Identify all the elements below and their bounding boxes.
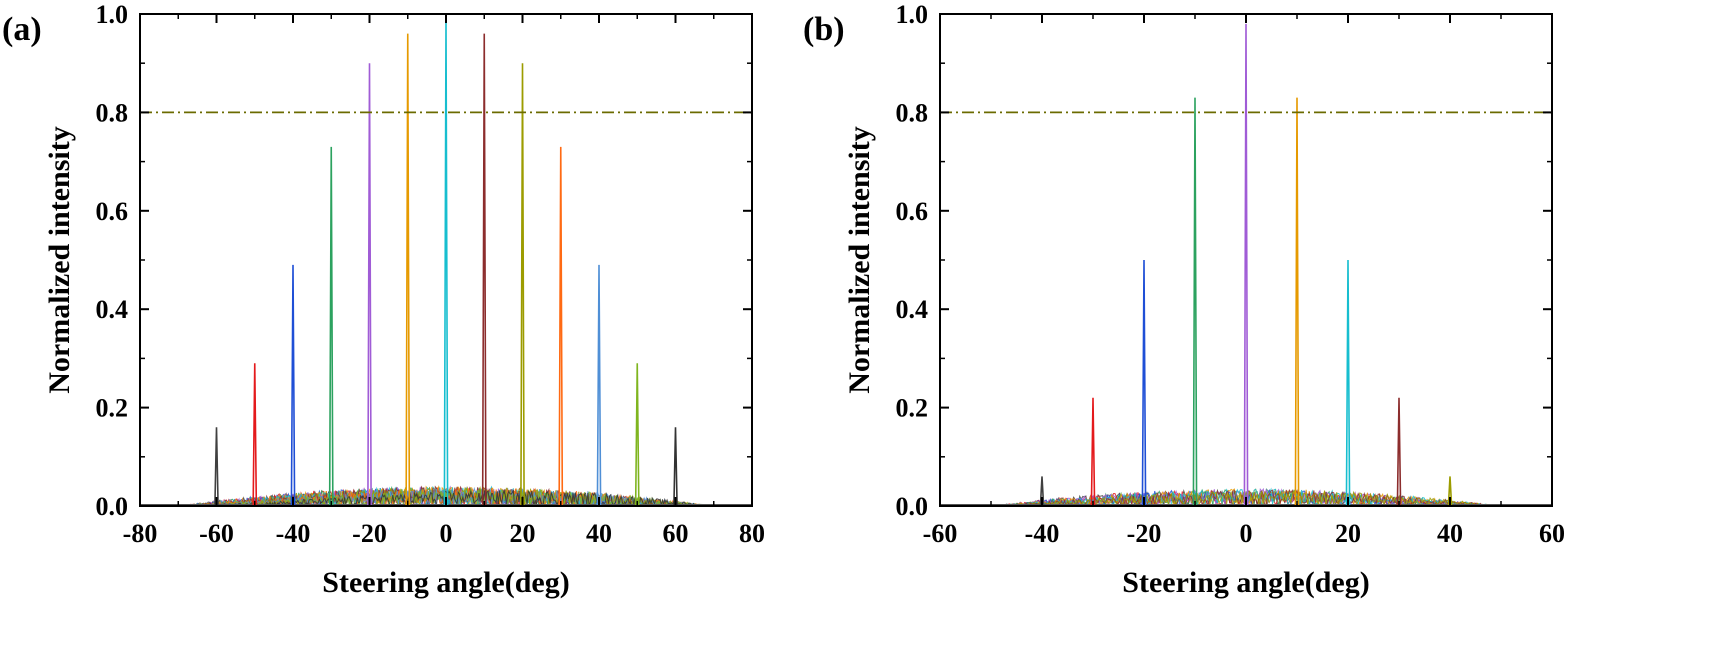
- panel-label: (b): [803, 11, 845, 48]
- peak-30°: [558, 146, 564, 506]
- peak-40°: [596, 264, 602, 506]
- x-tick-label: -80: [123, 519, 158, 548]
- peak-50°: [634, 363, 640, 506]
- y-axis-title: Normalized intensity: [43, 126, 76, 393]
- x-tick-label: 0: [1240, 519, 1253, 548]
- peak-40°: [1447, 476, 1453, 506]
- peak-10°: [1294, 97, 1300, 506]
- y-tick-label: 0.8: [96, 98, 129, 127]
- x-tick-label: 20: [1335, 519, 1361, 548]
- x-axis-title: Steering angle(deg): [1122, 566, 1369, 599]
- sidelobe-40°: [990, 489, 1501, 506]
- y-tick-label: 0.0: [96, 492, 129, 521]
- y-tick-label: 1.0: [896, 0, 929, 29]
- peak-30°: [1396, 397, 1402, 506]
- y-axis-title: Normalized intensity: [843, 126, 876, 393]
- peak--40°: [1039, 476, 1045, 506]
- peak--50°: [252, 363, 258, 506]
- peak--20°: [1141, 259, 1147, 506]
- x-tick-label: 40: [1437, 519, 1463, 548]
- y-tick-label: 0.2: [96, 394, 129, 423]
- peak--30°: [328, 146, 334, 506]
- y-tick-label: 0.4: [896, 295, 929, 324]
- x-tick-label: -60: [923, 519, 958, 548]
- x-tick-label: -60: [199, 519, 234, 548]
- x-axis-title: Steering angle(deg): [322, 566, 569, 599]
- peak--10°: [405, 33, 411, 506]
- x-tick-label: 40: [586, 519, 612, 548]
- panel-b: -60 -40 -20 0 20 40 60 0.0 0.2 0.4 0.6 0.8 1.0 Steeri…: [803, 0, 1565, 599]
- y-tick-label: 0.8: [896, 98, 929, 127]
- x-tick-label: -20: [1127, 519, 1162, 548]
- x-tick-label: 60: [663, 519, 689, 548]
- peak-20°: [520, 63, 525, 506]
- peak--10°: [1192, 97, 1198, 506]
- plot-area: [940, 23, 1552, 506]
- peak-20°: [1345, 259, 1351, 506]
- panel-label: (a): [2, 11, 42, 48]
- x-tick-label: -40: [1025, 519, 1060, 548]
- peak--20°: [367, 63, 372, 506]
- y-tick-label: 0.0: [896, 492, 929, 521]
- x-tick-label: 60: [1539, 519, 1565, 548]
- peak--40°: [290, 264, 296, 506]
- peak--30°: [1090, 397, 1096, 506]
- peak-0°: [443, 18, 449, 506]
- peak-10°: [481, 33, 487, 506]
- x-tick-label: -40: [276, 519, 311, 548]
- y-tick-label: 0.6: [896, 197, 929, 226]
- y-tick-label: 0.6: [96, 197, 129, 226]
- panel-a: -80 -60 -40 -20 0 20 40 60 80 0.0 0.2 0.4 0.6 0.8 1.0 S…: [2, 0, 765, 599]
- x-tick-label: 0: [440, 519, 453, 548]
- x-tick-label: 20: [510, 519, 536, 548]
- x-tick-label: 80: [739, 519, 765, 548]
- peak-60°: [673, 427, 678, 506]
- peak--60°: [214, 427, 219, 506]
- plot-area: [140, 18, 752, 506]
- peak-0°: [1243, 23, 1249, 506]
- y-tick-label: 0.2: [896, 394, 929, 423]
- y-tick-label: 1.0: [96, 0, 129, 29]
- x-tick-label: -20: [352, 519, 387, 548]
- y-tick-label: 0.4: [96, 295, 129, 324]
